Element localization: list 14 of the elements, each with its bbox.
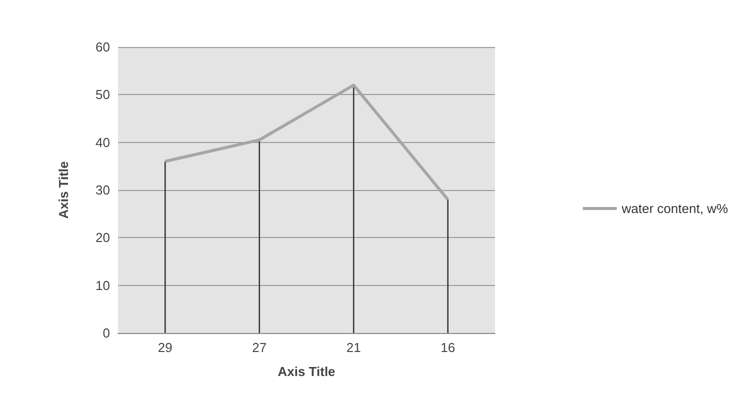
- y-tick-label: 50: [96, 87, 110, 102]
- legend-label: water content, w%: [620, 201, 728, 216]
- y-tick-label: 30: [96, 182, 110, 198]
- x-tick-label: 29: [158, 340, 172, 355]
- y-tick-label: 60: [96, 40, 110, 54]
- x-tick-label: 27: [252, 340, 267, 355]
- y-tick-label: 40: [96, 134, 110, 150]
- y-axis-title: Axis Title: [56, 161, 71, 219]
- y-tick-label: 0: [102, 326, 110, 340]
- y-tick-label: 10: [96, 278, 110, 293]
- x-tick-label: 16: [440, 340, 456, 355]
- y-tick-label: 20: [96, 230, 110, 246]
- x-axis-title: Axis Title: [278, 364, 336, 379]
- x-tick-label: 21: [346, 340, 361, 355]
